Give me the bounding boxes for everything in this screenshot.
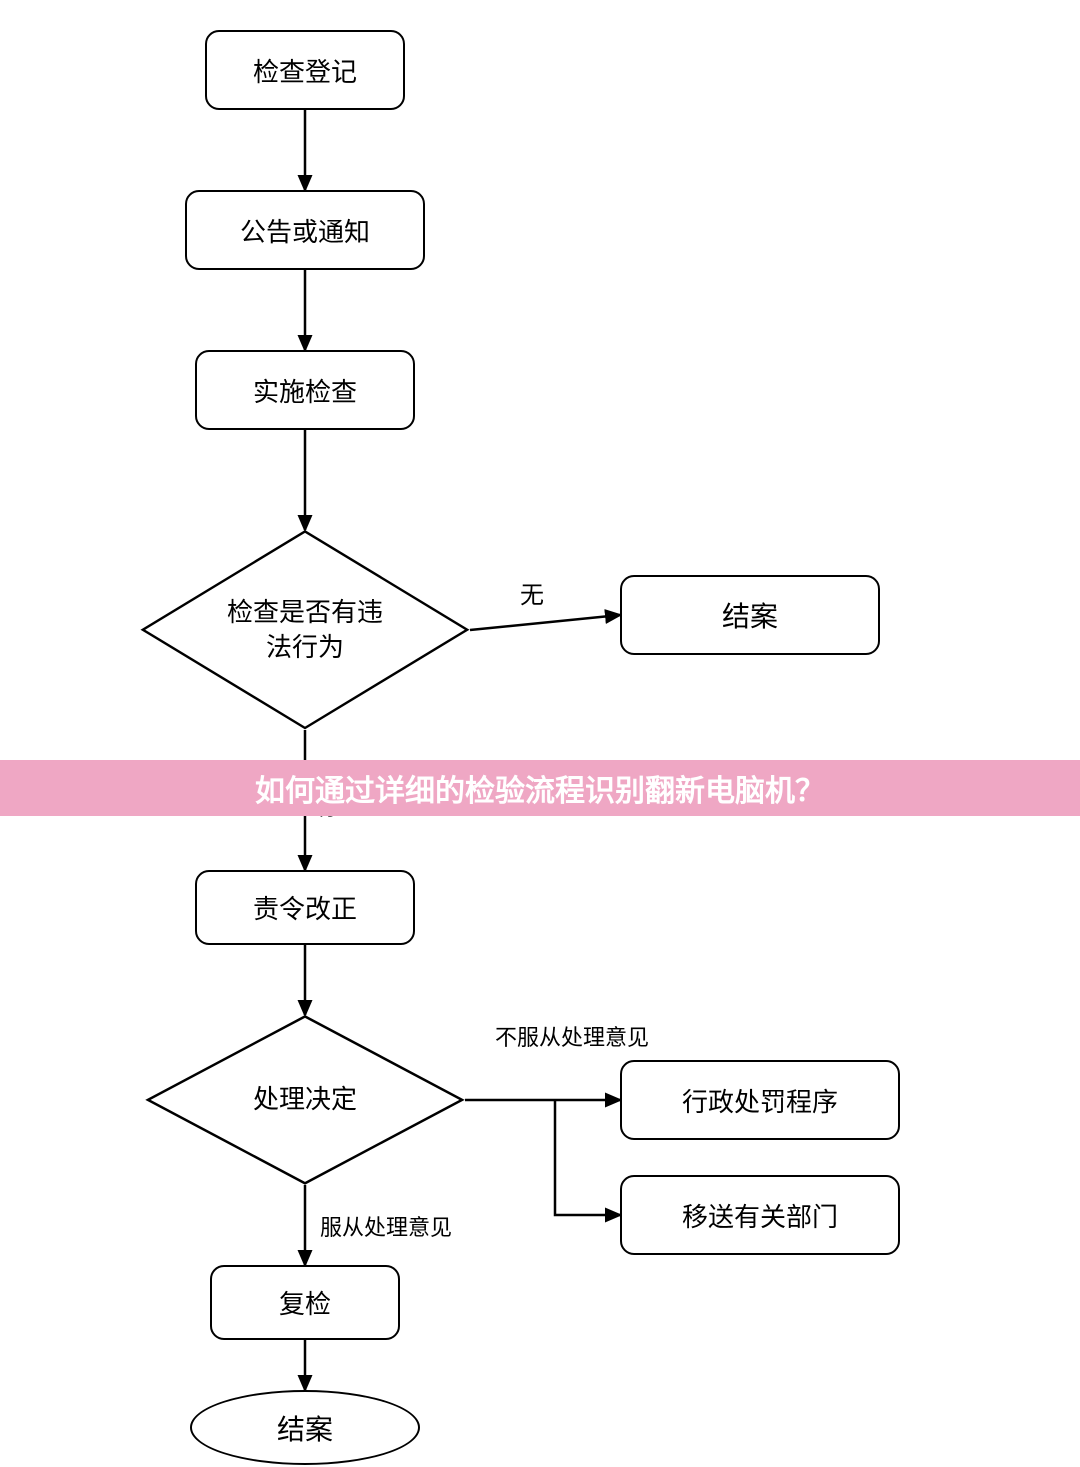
- edge-label-text: 无: [520, 582, 544, 609]
- node-label: 实施检查: [253, 372, 357, 409]
- node-label: 公告或通知: [240, 212, 370, 249]
- node-announcement: 公告或通知: [185, 190, 425, 270]
- node-close-case-bottom: 结案: [190, 1390, 420, 1465]
- edge-label-text: 不服从处理意见: [495, 1025, 649, 1050]
- node-label: 检查是否有违 法行为: [140, 530, 470, 730]
- node-close-case-top: 结案: [620, 575, 880, 655]
- node-transfer-dept: 移送有关部门: [620, 1175, 900, 1255]
- edge-group: [305, 110, 620, 1390]
- edge-label-obey: 服从处理意见: [320, 1210, 452, 1242]
- node-check-register: 检查登记: [205, 30, 405, 110]
- node-label: 检查登记: [253, 52, 357, 89]
- banner-text: 如何通过详细的检验流程识别翻新电脑机？: [255, 766, 825, 810]
- node-label: 结案: [722, 595, 778, 635]
- node-label: 移送有关部门: [682, 1197, 838, 1234]
- node-label: 行政处罚程序: [682, 1082, 838, 1119]
- node-label: 责令改正: [253, 889, 357, 926]
- flowchart-canvas: 检查登记 公告或通知 实施检查 检查是否有违 法行为 结案 责令改正 处理决定 …: [0, 0, 1080, 1467]
- node-diamond-decision: 处理决定: [145, 1015, 465, 1185]
- node-admin-penalty: 行政处罚程序: [620, 1060, 900, 1140]
- edge-label-text: 服从处理意见: [320, 1215, 452, 1240]
- node-diamond-violation-check: 检查是否有违 法行为: [140, 530, 470, 730]
- node-order-correction: 责令改正: [195, 870, 415, 945]
- node-label: 复检: [279, 1284, 331, 1321]
- node-label: 处理决定: [145, 1015, 465, 1185]
- node-label: 结案: [277, 1408, 333, 1448]
- flowchart-edges: [0, 0, 1080, 1467]
- edge-e4: [470, 615, 620, 630]
- edge-label-none: 无: [520, 575, 544, 610]
- node-recheck: 复检: [210, 1265, 400, 1340]
- edge-label-disobey: 不服从处理意见: [495, 1020, 649, 1052]
- edge-e8: [555, 1100, 620, 1215]
- overlay-banner: 如何通过详细的检验流程识别翻新电脑机？: [0, 760, 1080, 816]
- node-inspection: 实施检查: [195, 350, 415, 430]
